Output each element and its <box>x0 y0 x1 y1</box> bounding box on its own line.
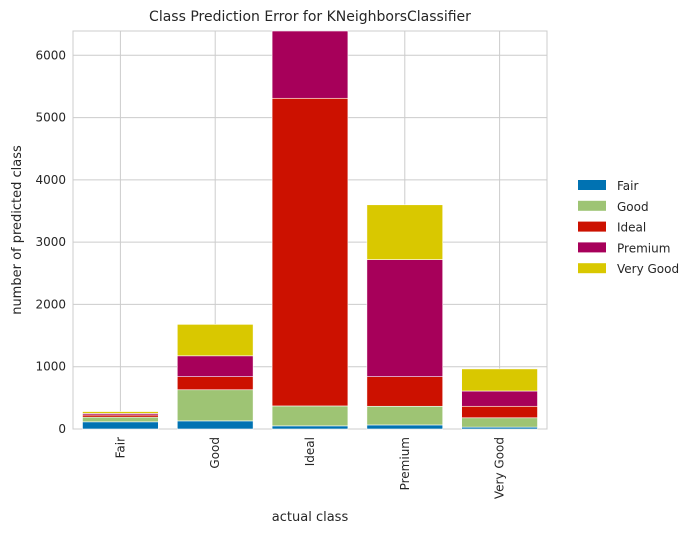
x-tick-label: Very Good <box>493 437 507 499</box>
bar-segment <box>82 421 159 430</box>
chart-title: Class Prediction Error for KNeighborsCla… <box>149 9 471 25</box>
bar-segment <box>271 425 349 430</box>
legend-swatch <box>578 263 606 274</box>
legend-label: Fair <box>617 179 638 193</box>
bar-segment <box>176 389 254 422</box>
legend-swatch <box>578 180 606 190</box>
y-tick-label: 2000 <box>35 297 66 311</box>
x-tick-label: Premium <box>398 437 412 490</box>
x-tick-label: Fair <box>113 437 127 458</box>
legend: Fair Good Ideal Premium Very Good <box>578 179 679 276</box>
legend-swatch <box>578 242 606 253</box>
bar-segment <box>461 368 538 392</box>
bar-segment <box>366 424 444 430</box>
y-tick-label: 0 <box>58 422 66 436</box>
bar-segment <box>176 324 254 357</box>
bar-segment <box>461 390 538 407</box>
y-tick-label: 5000 <box>35 111 66 125</box>
bar-segment <box>271 405 349 427</box>
y-tick-label: 1000 <box>35 360 66 374</box>
y-tick-label: 4000 <box>35 173 66 187</box>
bar-segment <box>271 30 349 99</box>
bar-segment <box>366 204 444 260</box>
bar-segment <box>176 376 254 391</box>
bar-segment <box>461 405 538 419</box>
legend-swatch <box>578 200 606 211</box>
bar-segment <box>366 259 444 377</box>
x-tick-label: Ideal <box>303 437 317 466</box>
bar-segment <box>176 420 254 430</box>
bar-segment <box>271 97 349 407</box>
x-tick-label: Good <box>208 437 222 469</box>
x-ticks: Fair Good Ideal Premium Very Good <box>113 437 506 499</box>
bar-segment <box>82 411 159 414</box>
legend-label: Very Good <box>617 262 679 276</box>
bar-segment <box>366 405 444 426</box>
x-axis-title: actual class <box>272 510 349 525</box>
bar-segment <box>461 417 538 428</box>
y-tick-label: 6000 <box>35 48 66 62</box>
bars <box>82 30 538 430</box>
legend-swatch <box>578 221 606 232</box>
y-ticks: 0 1000 2000 3000 4000 5000 6000 <box>35 48 66 436</box>
legend-label: Good <box>617 200 649 214</box>
bar-segment <box>82 416 159 423</box>
bar-segment <box>366 376 444 407</box>
bar-segment <box>176 355 254 377</box>
legend-label: Premium <box>617 241 670 255</box>
legend-label: Ideal <box>617 221 646 235</box>
bar-segment <box>82 414 159 418</box>
y-axis-title: number of predicted class <box>10 145 25 315</box>
y-tick-label: 3000 <box>35 235 66 249</box>
